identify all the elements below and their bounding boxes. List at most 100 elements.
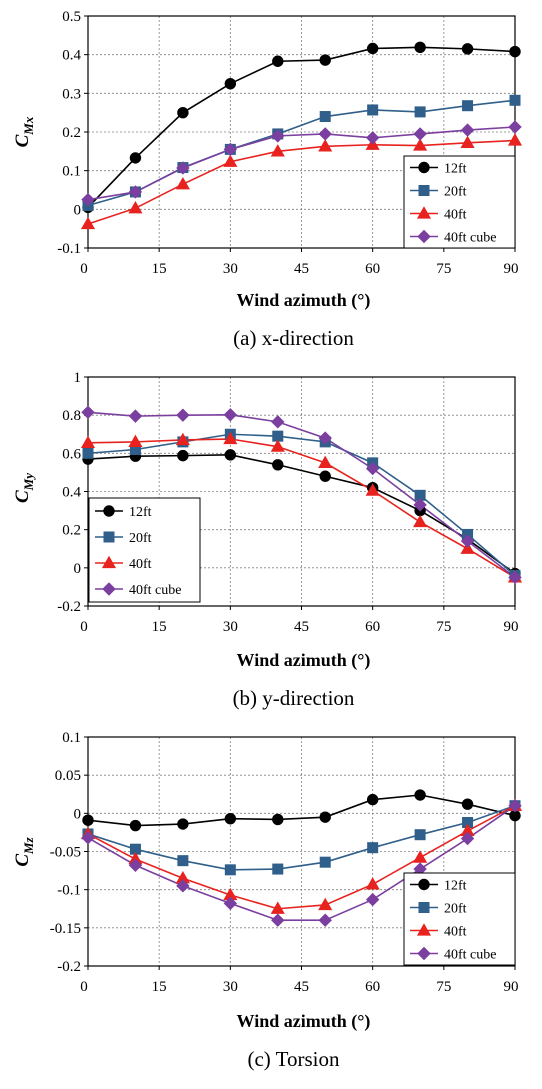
series-line-40ft: [87, 804, 516, 910]
x-tick-label: 30: [223, 261, 238, 277]
data-point-40ft-cube: [460, 123, 475, 137]
x-tick-label: 0: [80, 619, 88, 635]
legend-entry-label: 20ft: [444, 902, 467, 917]
legend-marker: [103, 531, 115, 543]
chart-panel-2: -0.2 -0.15 -0.1 -0.05 0 0.05 0.1 0 15 30 45 60 75 90 W…: [12, 730, 523, 1071]
data-point-40ft: [80, 435, 96, 448]
data-point-40ft-cube: [365, 892, 380, 907]
legend-marker: [418, 161, 430, 174]
data-point-40ft: [413, 850, 428, 863]
data-point-12ft: [509, 45, 521, 58]
legend-entry-label: 40ft cube: [444, 948, 496, 963]
series-line-40ft: [87, 139, 516, 225]
y-tick-label: 0.8: [62, 408, 81, 424]
data-point-40ft-cube: [318, 913, 332, 927]
data-point-20ft: [414, 106, 426, 118]
legend-marker: [418, 878, 430, 891]
data-point-12ft: [366, 793, 379, 806]
x-tick-label: 15: [152, 619, 167, 635]
series-line-20ft: [87, 804, 516, 871]
data-point-40ft-cube: [318, 431, 332, 445]
data-point-20ft: [509, 94, 521, 106]
x-axis-label: Wind azimuth (°): [237, 290, 371, 311]
legend-entry-label: 40ft: [129, 557, 152, 572]
data-point-20ft: [224, 864, 236, 876]
y-axis-label: CMx: [12, 116, 36, 147]
data-point-12ft: [319, 470, 331, 482]
data-point-12ft: [129, 152, 142, 164]
data-point-12ft: [319, 54, 331, 66]
data-point-40ft-cube: [365, 461, 380, 476]
x-tick-label: 0: [80, 261, 88, 277]
data-point-12ft: [319, 811, 331, 823]
data-point-40ft: [365, 877, 380, 890]
data-point-40ft: [223, 431, 238, 445]
y-tick-label: 0.2: [62, 523, 81, 539]
y-axis-label-main: C: [12, 490, 33, 503]
data-point-40ft-cube: [128, 409, 143, 423]
data-point-40ft: [270, 144, 285, 157]
data-point-20ft: [462, 100, 474, 112]
y-tick-label: -0.1: [57, 883, 81, 899]
data-point-40ft-cube: [271, 129, 285, 143]
data-point-12ft: [366, 42, 379, 55]
x-tick-label: 75: [436, 261, 451, 277]
data-point-40ft: [365, 483, 380, 496]
legend-marker: [418, 185, 430, 196]
data-point-40ft: [413, 138, 428, 151]
data-point-12ft: [82, 814, 94, 826]
x-tick-label: 0: [80, 979, 88, 995]
data-point-12ft: [224, 449, 237, 461]
y-tick-label: -0.2: [57, 599, 81, 615]
x-axis-label: Wind azimuth (°): [237, 650, 371, 671]
x-tick-label: 75: [436, 619, 451, 635]
data-point-12ft: [177, 106, 189, 119]
x-tick-label: 75: [436, 979, 451, 995]
data-point-40ft: [175, 176, 190, 190]
data-point-40ft-cube: [508, 570, 522, 585]
x-axis-label: Wind azimuth (°): [237, 1011, 371, 1032]
y-axis-label-sub: Mz: [21, 836, 36, 855]
y-tick-label: 0.4: [62, 48, 81, 64]
legend-entry-label: 40ft: [444, 925, 467, 940]
chart-panel-1: -0.2 0 0.2 0.4 0.6 0.8 1 0 15 30 45 60 75 90 Wind azim…: [12, 370, 523, 710]
data-point-12ft: [177, 818, 189, 830]
legend-marker: [417, 229, 431, 244]
legend-entry-label: 40ft: [444, 208, 467, 223]
y-axis-label-main: C: [12, 854, 33, 867]
legend-entry-label: 12ft: [444, 162, 467, 177]
y-tick-label: 0: [74, 806, 82, 822]
y-axis-label-sub: My: [21, 473, 36, 492]
data-point-40ft-cube: [223, 142, 238, 157]
data-point-40ft-cube: [176, 408, 190, 422]
data-point-12ft: [224, 77, 237, 90]
legend-entry-label: 40ft cube: [129, 583, 181, 598]
y-tick-label: 0.6: [62, 446, 81, 462]
data-point-40ft: [223, 154, 238, 167]
data-point-40ft: [460, 541, 475, 554]
legend-marker: [102, 582, 116, 596]
legend-entry-label: 20ft: [129, 531, 152, 546]
data-point-20ft: [319, 856, 331, 868]
x-tick-label: 45: [294, 261, 309, 277]
data-point-12ft: [224, 812, 237, 825]
y-tick-label: 1: [74, 370, 82, 386]
data-point-40ft-cube: [460, 831, 475, 846]
legend-marker: [416, 923, 432, 936]
data-point-12ft: [461, 798, 474, 810]
data-point-40ft: [460, 135, 475, 148]
data-point-40ft-cube: [508, 120, 522, 134]
panel-caption: (a) x-direction: [233, 326, 354, 350]
data-point-40ft: [318, 455, 333, 469]
data-point-40ft-cube: [365, 131, 380, 145]
x-tick-label: 15: [152, 261, 167, 277]
y-tick-label: -0.15: [50, 921, 81, 937]
data-point-40ft-cube: [271, 913, 285, 927]
y-tick-label: 0.2: [62, 125, 81, 141]
x-tick-label: 45: [294, 979, 309, 995]
data-point-20ft: [319, 111, 331, 123]
y-axis-label: CMy: [12, 473, 36, 503]
data-point-12ft: [414, 41, 426, 54]
data-point-40ft-cube: [223, 896, 238, 911]
